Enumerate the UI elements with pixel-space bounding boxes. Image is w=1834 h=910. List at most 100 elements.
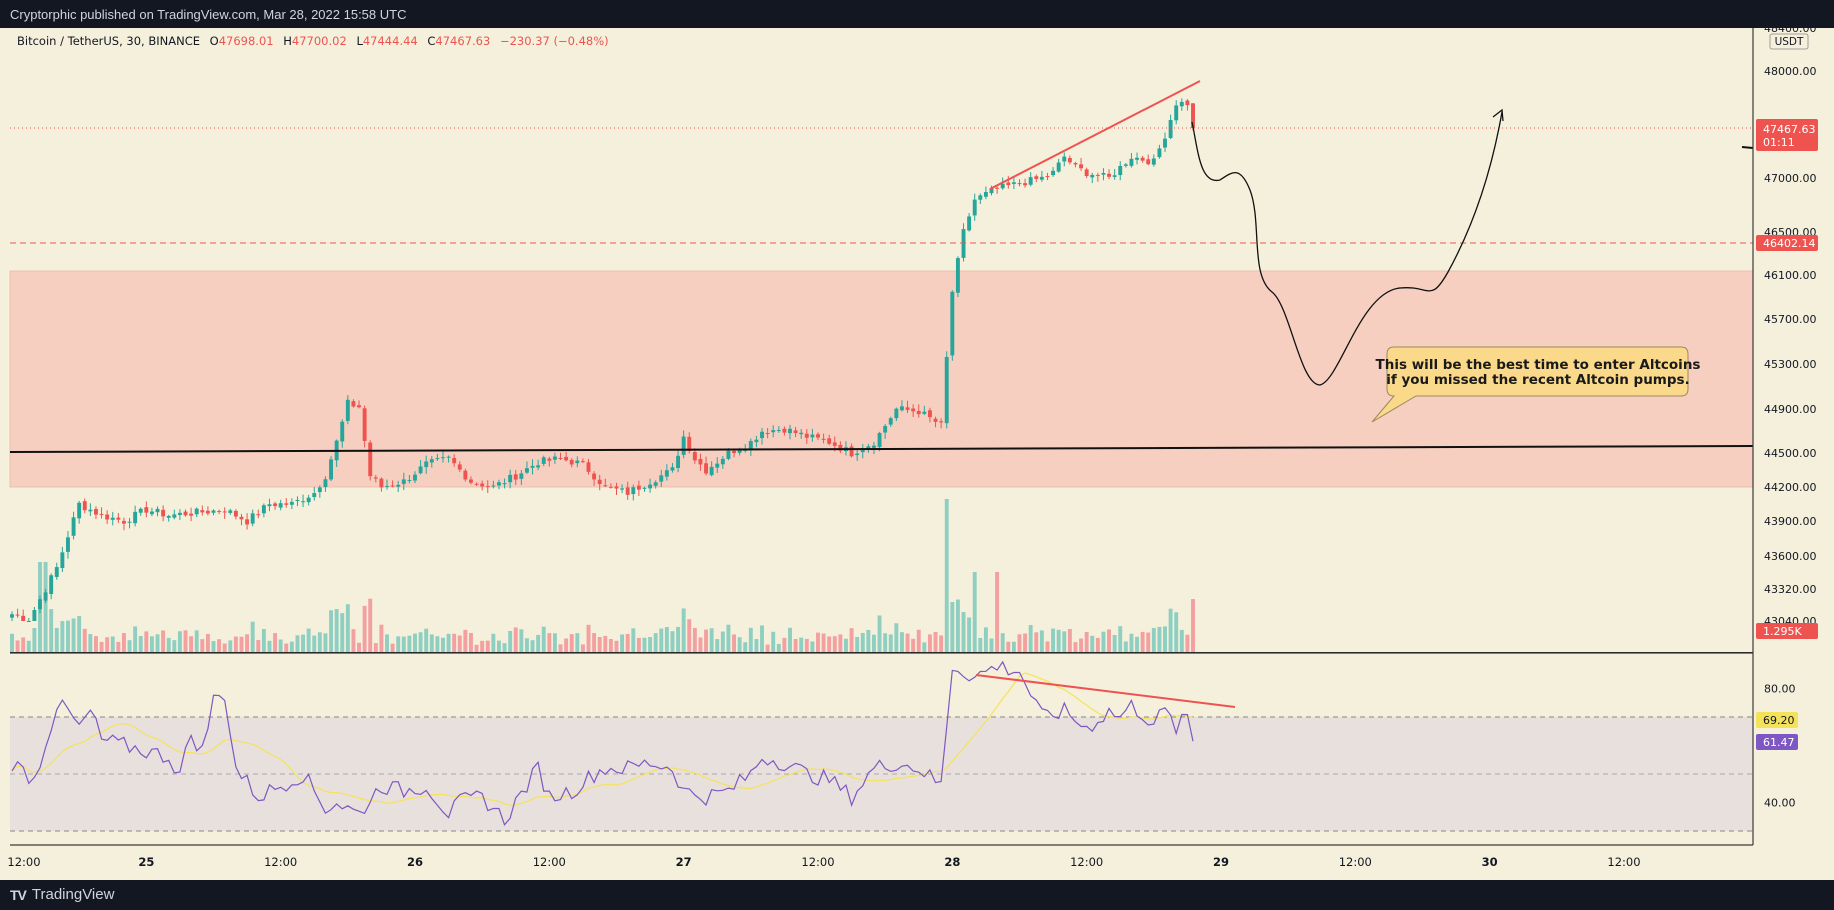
candle-body (463, 470, 468, 480)
volume-bar (351, 629, 356, 652)
volume-bar (950, 602, 955, 652)
rsi-value-label: 61.47 (1763, 736, 1795, 749)
currency-badge[interactable]: USDT (1775, 36, 1804, 48)
candle-body (1101, 172, 1106, 175)
volume-bar (323, 633, 328, 652)
candle-body (927, 410, 932, 418)
volume-bar (608, 639, 613, 652)
candle-body (317, 487, 322, 493)
volume-bar (704, 629, 709, 652)
tradingview-brand[interactable]: TV TradingView (10, 886, 114, 903)
candle-body (200, 510, 205, 513)
volume-bar (1011, 641, 1016, 652)
candle-body (1079, 164, 1084, 169)
candle-body (894, 408, 899, 419)
volume-bar (1146, 632, 1151, 652)
volume-bar (894, 623, 899, 652)
volume-bar (424, 628, 429, 652)
volume-bar (664, 626, 669, 652)
candle-body (194, 508, 199, 515)
volume-bar (625, 633, 630, 652)
candle-body (877, 432, 882, 448)
candle-body (116, 517, 121, 520)
candle-body (967, 216, 972, 231)
projection-arrowhead (1492, 108, 1504, 122)
volume-bar (71, 618, 76, 652)
volume-bar (502, 643, 507, 652)
candle-body (1084, 169, 1089, 177)
annotation-text-line2: if you missed the recent Altcoin pumps. (1386, 372, 1689, 388)
candle-body (205, 510, 210, 514)
candle-body (519, 473, 524, 479)
volume-bar (592, 633, 597, 652)
volume-bar (110, 636, 115, 652)
price-chart[interactable]: This will be the best time to enter Altc… (0, 28, 1834, 880)
volume-bar (1067, 629, 1072, 652)
candle-body (832, 442, 837, 446)
time-tick-label: 12:00 (264, 855, 297, 869)
volume-bar (1034, 632, 1039, 652)
volume-bar (88, 634, 93, 652)
volume-bar (597, 637, 602, 652)
time-tick-label: 12:00 (1339, 855, 1372, 869)
candle-body (88, 509, 93, 512)
tradingview-wordmark: TradingView (31, 886, 115, 903)
volume-bar (60, 621, 65, 652)
candle-body (21, 615, 26, 621)
volume-label: 1.295K (1763, 625, 1802, 638)
candle-body (71, 517, 76, 536)
candle-body (642, 487, 647, 489)
candle-body (413, 474, 417, 481)
volume-bar (748, 627, 753, 652)
volume-bar (385, 634, 389, 652)
volume-bar (838, 634, 843, 652)
volume-bar (401, 636, 406, 652)
volume-bar (905, 633, 910, 652)
candle-body (256, 514, 261, 516)
volume-bar (183, 630, 188, 652)
candle-body (60, 552, 65, 568)
candle-body (491, 485, 496, 487)
candle-body (1034, 176, 1039, 179)
candle-body (681, 436, 686, 455)
candle-body (166, 515, 171, 518)
candle-body (161, 509, 166, 517)
candle-body (827, 438, 832, 444)
candle-body (485, 486, 490, 488)
candle-body (916, 410, 921, 415)
volume-bar (692, 627, 697, 652)
candle-body (306, 497, 311, 503)
price-tick-label: 45700.00 (1764, 313, 1817, 326)
candle-body (407, 480, 412, 482)
candle-body (597, 479, 602, 485)
volume-bar (469, 632, 473, 652)
annotation-text-line1: This will be the best time to enter Altc… (1376, 357, 1701, 373)
volume-bar (10, 633, 14, 652)
volume-bar (877, 615, 882, 652)
volume-bar (978, 638, 983, 652)
volume-bar (99, 641, 104, 652)
volume-bar (872, 634, 876, 652)
volume-bar (1028, 624, 1033, 652)
volume-bar (832, 636, 837, 652)
candle-body (793, 430, 798, 434)
time-axis-ticks[interactable]: 12:00 25 12:00 26 12:00 27 12:00 28 12:00 29 12:00… (7, 855, 1640, 869)
volume-bar (983, 627, 988, 652)
volume-bar (105, 637, 110, 652)
candle-body (1140, 157, 1145, 161)
candle-body (496, 482, 501, 486)
volume-bar (127, 640, 132, 652)
volume-bar (659, 628, 664, 652)
volume-bar (653, 633, 658, 652)
volume-bar (709, 628, 714, 652)
volume-bar (273, 633, 278, 652)
candle-body (267, 504, 272, 507)
volume-bar (754, 639, 759, 652)
price-tick-label: 46100.00 (1764, 269, 1817, 282)
volume-bar (927, 634, 932, 652)
volume-bar (26, 640, 31, 652)
rsi-line (11, 660, 1194, 826)
volume-bar (205, 633, 210, 652)
candle-body (278, 503, 283, 508)
volume-bar (788, 627, 792, 652)
